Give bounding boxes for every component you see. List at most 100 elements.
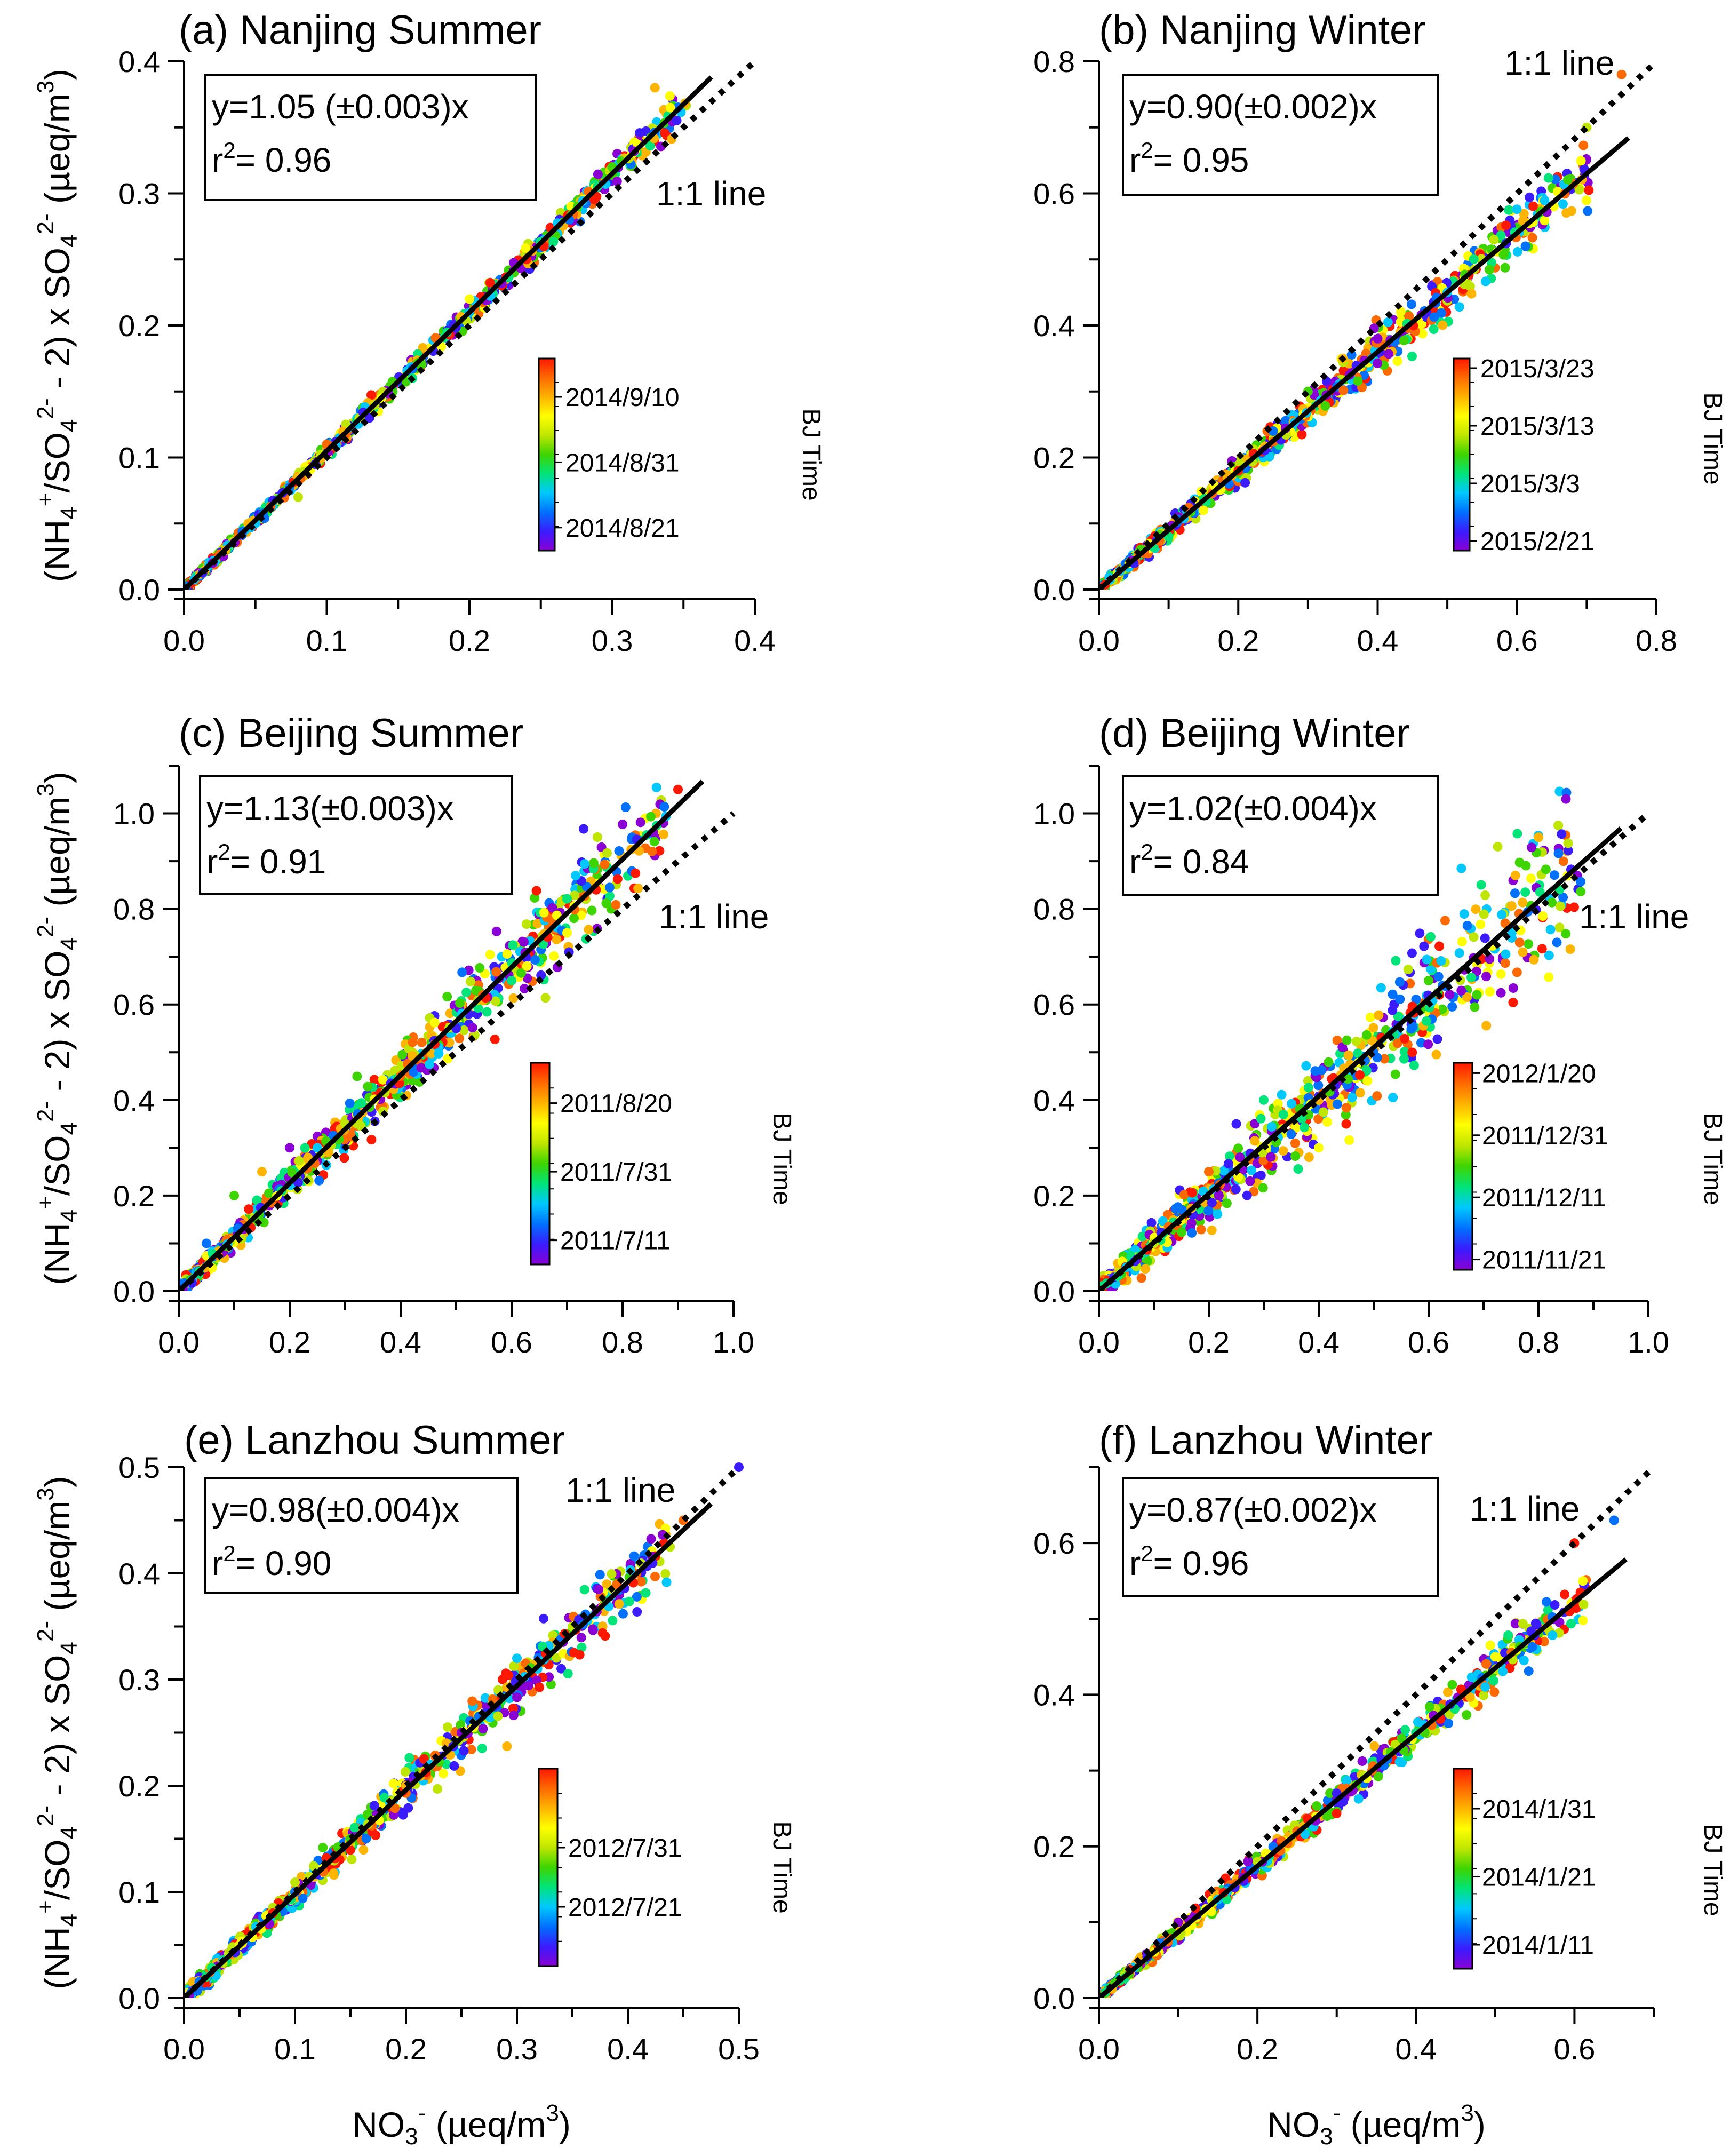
scatter-point — [1544, 950, 1554, 960]
scatter-point — [612, 874, 623, 884]
scatter-point — [1429, 324, 1439, 335]
scatter-point — [1508, 983, 1518, 993]
scatter-point — [1235, 1152, 1245, 1163]
y-tick-label: 0.1 — [118, 441, 160, 475]
scatter-point — [329, 1868, 339, 1879]
label-subscript: 4 — [56, 1642, 82, 1654]
label-subscript: 4 — [56, 235, 82, 248]
scatter-point — [530, 955, 540, 965]
scatter-point — [1501, 949, 1511, 959]
scatter-point — [1247, 1165, 1257, 1175]
scatter-point — [1290, 1138, 1300, 1148]
scatter-point — [655, 846, 665, 856]
r-symbol: r — [1129, 141, 1141, 179]
scatter-point — [539, 1613, 549, 1624]
scatter-point — [593, 169, 603, 179]
label-part: NO — [352, 2105, 405, 2144]
scatter-point — [1537, 911, 1548, 921]
scatter-point — [508, 1711, 519, 1721]
scatter-point — [1547, 897, 1557, 908]
y-tick-label: 0.8 — [1033, 45, 1075, 78]
scatter-point — [1318, 1107, 1328, 1117]
scatter-point — [618, 819, 628, 829]
scatter-point — [313, 1143, 322, 1153]
scatter-point — [594, 1585, 604, 1595]
scatter-point — [1392, 1038, 1402, 1048]
scatter-point — [1266, 1152, 1276, 1162]
label-superscript: 2- — [33, 1621, 59, 1642]
colorbar-tick-label: 2011/12/31 — [1482, 1122, 1608, 1150]
x-tick-label: 0.0 — [163, 624, 205, 657]
colorbar — [1453, 357, 1471, 552]
x-tick-label: 0.8 — [1636, 624, 1677, 657]
equation-text: y=0.90(±0.002)x — [1129, 87, 1377, 126]
scatter-point — [1500, 958, 1510, 968]
scatter-point — [569, 890, 579, 901]
scatter-point — [1561, 208, 1572, 218]
scatter-point — [1433, 972, 1444, 982]
scatter-point — [571, 871, 581, 881]
scatter-point — [442, 991, 452, 1001]
one-to-one-line — [1099, 811, 1651, 1291]
scatter-point — [650, 83, 660, 93]
x-tick-label: 0.8 — [1518, 1325, 1559, 1359]
x-tick-label: 0.4 — [1298, 1325, 1340, 1359]
panel-title: (e) Lanzhou Summer — [184, 1418, 565, 1463]
scatter-point — [588, 1625, 598, 1635]
scatter-point — [252, 1195, 262, 1205]
label-part: /SO — [37, 432, 77, 493]
scatter-point — [1462, 920, 1472, 930]
r-symbol: r — [1129, 842, 1141, 881]
scatter-point — [647, 846, 657, 856]
scatter-point — [1313, 1080, 1324, 1091]
scatter-point — [1187, 1188, 1197, 1198]
scatter-point — [1222, 1198, 1232, 1208]
label-part: ) — [37, 771, 77, 783]
label-part: /SO — [37, 1135, 77, 1196]
y-tick-label: 0.8 — [113, 893, 155, 926]
y-tick-label: 0.6 — [113, 988, 155, 1022]
scatter-point — [535, 1682, 545, 1692]
scatter-point — [587, 905, 597, 916]
x-tick-label: 0.4 — [1357, 624, 1399, 657]
scatter-point — [546, 1680, 556, 1690]
label-superscript: 2- — [33, 1805, 59, 1826]
scatter-point — [1479, 909, 1489, 919]
scatter-point — [631, 868, 641, 878]
scatter-point — [611, 900, 621, 910]
scatter-point — [1394, 977, 1405, 987]
scatter-point — [1527, 233, 1537, 243]
equation-text: y=1.02(±0.004)x — [1129, 789, 1377, 828]
scatter-point — [552, 1653, 562, 1663]
label-superscript: 2- — [33, 398, 59, 419]
scatter-point — [419, 1754, 429, 1764]
y-tick-label: 0.0 — [113, 1275, 155, 1308]
label-superscript: + — [33, 1196, 59, 1210]
scatter-point — [404, 1753, 414, 1763]
scatter-point — [467, 1023, 477, 1033]
scatter-point — [1399, 1047, 1409, 1057]
scatter-point — [1388, 1005, 1398, 1015]
y-tick-label: 0.4 — [118, 45, 160, 78]
scatter-point — [1553, 848, 1564, 858]
scatter-point — [1384, 349, 1394, 359]
y-tick-label: 0.4 — [1033, 309, 1075, 343]
scatter-point — [449, 1761, 459, 1771]
scatter-point — [439, 1769, 449, 1779]
label-superscript: 3 — [33, 1487, 59, 1500]
scatter-point — [1554, 922, 1565, 933]
x-tick-label: 0.1 — [306, 624, 348, 657]
scatter-point — [1187, 1228, 1197, 1238]
scatter-point — [455, 998, 465, 1008]
scatter-point — [1240, 478, 1250, 488]
scatter-point — [397, 1049, 408, 1060]
label-superscript: - — [418, 2100, 426, 2126]
y-tick-label: 0.2 — [118, 1769, 160, 1803]
scatter-point — [1355, 1070, 1365, 1080]
scatter-point — [1219, 1166, 1229, 1176]
plot-area — [179, 779, 736, 1291]
scatter-point — [1388, 989, 1398, 999]
scatter-point — [632, 1606, 642, 1617]
scatter-point — [1287, 1099, 1297, 1109]
scatter-point — [1400, 1033, 1410, 1044]
